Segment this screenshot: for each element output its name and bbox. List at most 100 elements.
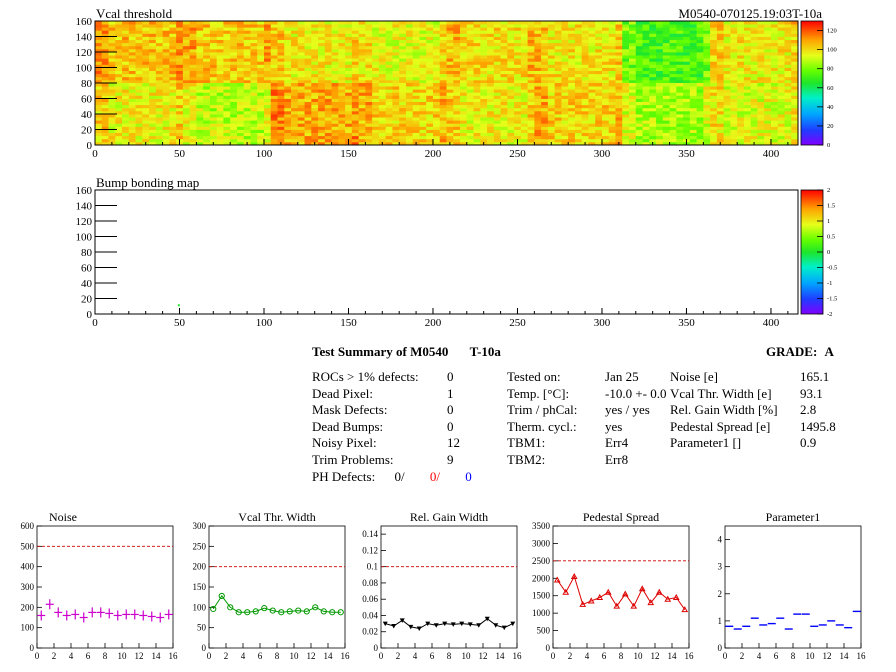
pixel-cell	[196, 83, 204, 87]
pixel-cell	[493, 120, 501, 124]
pixel-cell	[142, 52, 150, 56]
pixel-cell	[230, 110, 238, 115]
pixel-cell	[561, 70, 569, 75]
pixel-cell	[561, 138, 569, 143]
pixel-cell	[453, 141, 461, 146]
pixel-cell	[446, 104, 454, 109]
pixel-cell	[122, 33, 130, 37]
pixel-cell	[649, 110, 657, 115]
pixel-cell	[500, 52, 508, 56]
pixel-cell	[345, 64, 353, 68]
pixel-cell	[365, 39, 373, 44]
pixel-cell	[270, 61, 278, 65]
pixel-cell	[466, 33, 474, 37]
pixel-cell	[338, 95, 346, 99]
pixel-cell	[351, 55, 360, 59]
pixel-cell	[683, 98, 691, 102]
pixel-cell	[108, 89, 116, 93]
pixel-cell	[453, 36, 461, 40]
pixel-cell	[466, 114, 474, 118]
pixel-cell	[764, 126, 772, 130]
pixel-cell	[189, 126, 197, 130]
pixel-cell	[338, 27, 346, 31]
pixel-cell	[189, 27, 197, 31]
pixel-cell	[291, 39, 299, 44]
pixel-cell	[723, 36, 731, 40]
pixel-cell	[311, 61, 319, 65]
pixel-cell	[581, 21, 589, 25]
pixel-cell	[426, 58, 434, 62]
pixel-cell	[480, 135, 488, 140]
x-tick-label: 2	[52, 651, 57, 661]
pixel-cell	[662, 117, 670, 121]
pixel-cell	[487, 98, 495, 102]
pixel-cell	[236, 42, 245, 47]
pixel-cell	[689, 45, 698, 50]
pixel-cell	[257, 79, 265, 84]
pixel-cell	[189, 52, 197, 56]
pixel-cell	[338, 126, 346, 130]
pixel-cell	[155, 138, 163, 143]
pixel-cell	[155, 126, 163, 130]
pixel-cell	[162, 64, 170, 68]
pixel-cell	[777, 114, 785, 118]
pixel-cell	[791, 117, 799, 121]
pixel-cell	[473, 120, 481, 124]
pixel-cell	[757, 45, 765, 50]
pixel-cell	[574, 120, 583, 124]
pixel-cell	[500, 123, 508, 127]
pixel-cell	[419, 21, 427, 25]
pixel-cell	[473, 98, 481, 102]
pixel-cell	[331, 55, 339, 59]
pixel-cell	[176, 52, 184, 56]
pixel-cell	[203, 48, 211, 53]
pixel-cell	[338, 24, 346, 28]
pixel-cell	[696, 129, 704, 133]
pixel-cell	[203, 83, 211, 87]
pixel-cell	[541, 33, 549, 37]
pixel-cell	[601, 39, 610, 44]
pixel-cell	[480, 42, 488, 47]
pixel-cell	[791, 141, 799, 146]
pixel-cell	[791, 45, 799, 50]
pixel-cell	[392, 58, 400, 62]
pixel-cell	[324, 129, 332, 133]
y-tick-label: 140	[76, 32, 93, 44]
pixel-cell	[331, 64, 339, 68]
pixel-cell	[216, 67, 224, 71]
pixel-cell	[460, 104, 468, 109]
pixel-cell	[176, 89, 184, 93]
pixel-cell	[209, 86, 218, 90]
pixel-cell	[608, 117, 616, 121]
pixel-cell	[588, 52, 596, 56]
pixel-cell	[250, 123, 258, 127]
pixel-cell	[412, 83, 420, 87]
pixel-cell	[764, 104, 772, 109]
pixel-cell	[601, 95, 610, 99]
pixel-cell	[473, 79, 481, 84]
pixel-cell	[243, 30, 251, 34]
pixel-cell	[500, 120, 508, 124]
pixel-cell	[689, 27, 698, 31]
pixel-cell	[622, 110, 630, 115]
pixel-cell	[128, 48, 136, 53]
pixel-cell	[500, 110, 508, 115]
pixel-cell	[135, 33, 143, 37]
pixel-cell	[311, 33, 319, 37]
pixel-cell	[277, 79, 285, 84]
pixel-cell	[683, 126, 691, 130]
pixel-cell	[649, 123, 657, 127]
pixel-cell	[574, 83, 583, 87]
pixel-cell	[426, 27, 434, 31]
pixel-cell	[588, 129, 596, 133]
pixel-cell	[662, 126, 670, 130]
pixel-cell	[182, 126, 191, 130]
pixel-cell	[696, 135, 704, 140]
pixel-cell	[257, 114, 265, 118]
pixel-cell	[527, 107, 535, 112]
y-tick-label: 0	[546, 643, 551, 653]
pixel-cell	[263, 24, 272, 28]
pixel-cell	[629, 83, 637, 87]
pixel-cell	[209, 138, 218, 143]
x-tick-label: 200	[425, 148, 442, 160]
